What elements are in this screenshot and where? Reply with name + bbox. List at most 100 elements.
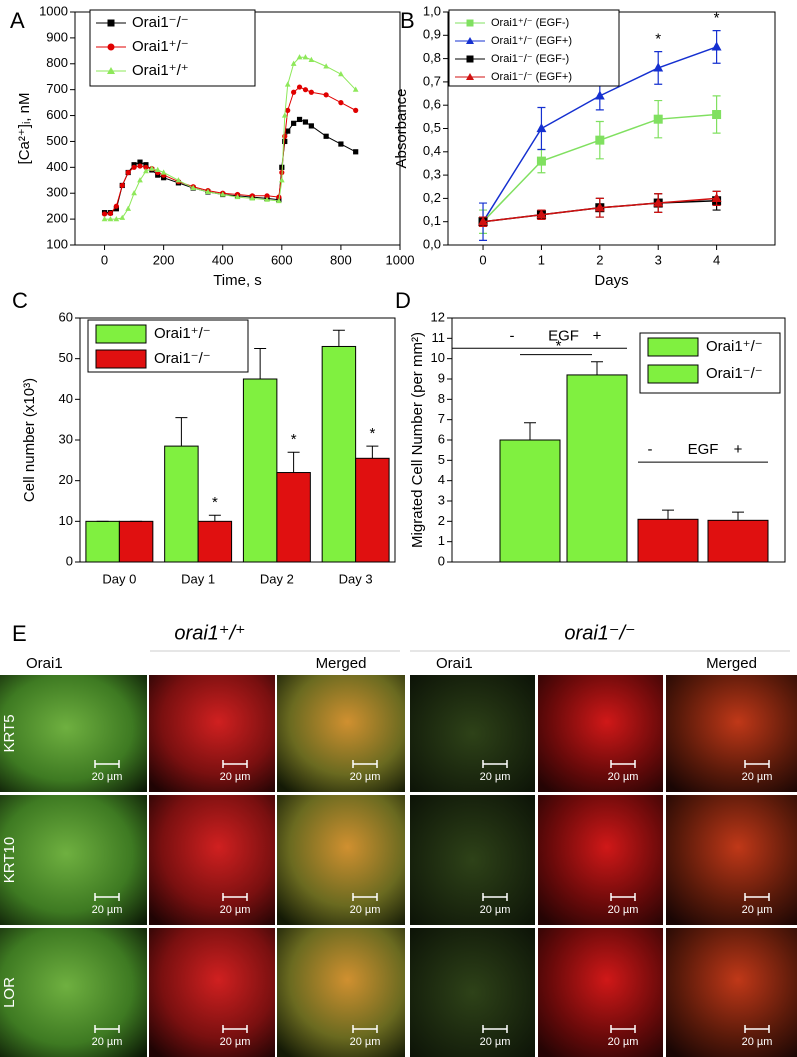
bar [637,518,699,563]
marker [113,203,119,209]
legend-swatch [95,324,147,344]
marker [353,149,359,155]
marker [137,177,143,183]
marker [284,81,291,87]
y-tick-label: 50 [59,350,73,365]
error-bar [287,451,300,473]
legend-label: Orai1⁻/⁻ [132,14,189,31]
marker [536,209,547,219]
y-tick-label: 5 [438,452,445,467]
scale-bar [94,760,120,768]
annotation: * [212,494,218,511]
scale-bar-label: 20 µm [92,1036,123,1048]
marker [131,164,137,170]
marker [338,141,344,147]
marker [119,214,126,220]
marker [101,211,108,217]
x-tick-label: 1 [538,252,545,267]
scale-bar [482,1025,508,1033]
error-bar [332,329,345,347]
bar [164,445,199,563]
marker [101,215,108,222]
y-tick-label: 0 [438,553,445,568]
micrograph [410,928,535,1057]
marker [148,165,155,171]
legend-marker [466,37,474,44]
marker [308,123,314,129]
marker [352,86,359,92]
marker [302,54,309,60]
annotation: * [556,338,562,355]
y-tick-label: 0 [66,553,73,568]
legend-swatch [647,364,699,384]
bar [566,374,628,563]
micrograph [277,928,405,1057]
marker [175,177,182,183]
row-label: LOR [1,977,18,1008]
marker [285,128,291,134]
scale-bar-label: 20 µm [608,771,639,783]
marker [302,87,309,93]
marker [154,166,161,173]
marker [594,90,605,100]
marker [119,182,125,189]
scale-bar-label: 20 µm [480,1036,511,1048]
annotation: * [369,425,375,442]
y-tick-label: 700 [46,81,68,96]
y-tick-label: 8 [438,391,445,406]
marker [264,193,270,199]
bar [276,472,311,563]
marker [234,193,241,200]
scale-bar-label: 20 µm [480,771,511,783]
y-tick-label: 0,2 [423,190,441,205]
marker [276,194,282,200]
y-tick-label: 2 [438,513,445,528]
x-tick-label: Day 0 [102,571,136,586]
y-tick-label: 9 [438,370,445,385]
x-tick-label: 400 [212,252,234,267]
marker [107,210,114,217]
marker [278,177,285,183]
y-tick-label: 6 [438,431,445,446]
y-tick-label: 500 [46,133,68,148]
micrograph [0,795,147,925]
y-tick-label: 0,9 [423,27,441,42]
scale-bar [482,893,508,901]
x-tick-label: 0 [101,252,108,267]
y-tick-label: 900 [46,29,68,44]
y-tick-label: 200 [46,211,68,226]
panel-letter: B [400,8,415,33]
y-tick-label: 800 [46,55,68,70]
legend-label: Orai1⁻/⁻ (EGF+) [491,71,572,83]
micrograph [410,795,535,925]
legend-label: Orai1⁻/⁻ [154,350,211,367]
micrograph [149,675,275,792]
x-tick-label: 1000 [386,252,415,267]
group-minus: - [648,441,653,458]
y-tick-label: 0,4 [423,143,441,158]
error-bar [175,417,188,447]
scale-bar-label: 20 µm [742,1036,773,1048]
error-bar [732,511,744,521]
annotation: * [291,431,297,448]
scale-bar [610,1025,636,1033]
marker [323,133,329,139]
column-label: Merged [706,655,757,672]
scale-bar-label: 20 µm [350,904,381,916]
marker [276,197,282,204]
marker [653,197,664,207]
marker [219,191,226,197]
x-tick-label: 3 [655,252,662,267]
scale-bar [94,1025,120,1033]
scale-bar-label: 20 µm [742,771,773,783]
marker [137,163,143,169]
x-tick-label: Day 1 [181,571,215,586]
marker [323,92,329,98]
row-label: KRT5 [1,714,18,752]
y-tick-label: 0,5 [423,120,441,135]
x-axis-label: Days [594,272,628,289]
marker [290,60,297,66]
marker [160,169,167,175]
y-tick-label: 600 [46,107,68,122]
